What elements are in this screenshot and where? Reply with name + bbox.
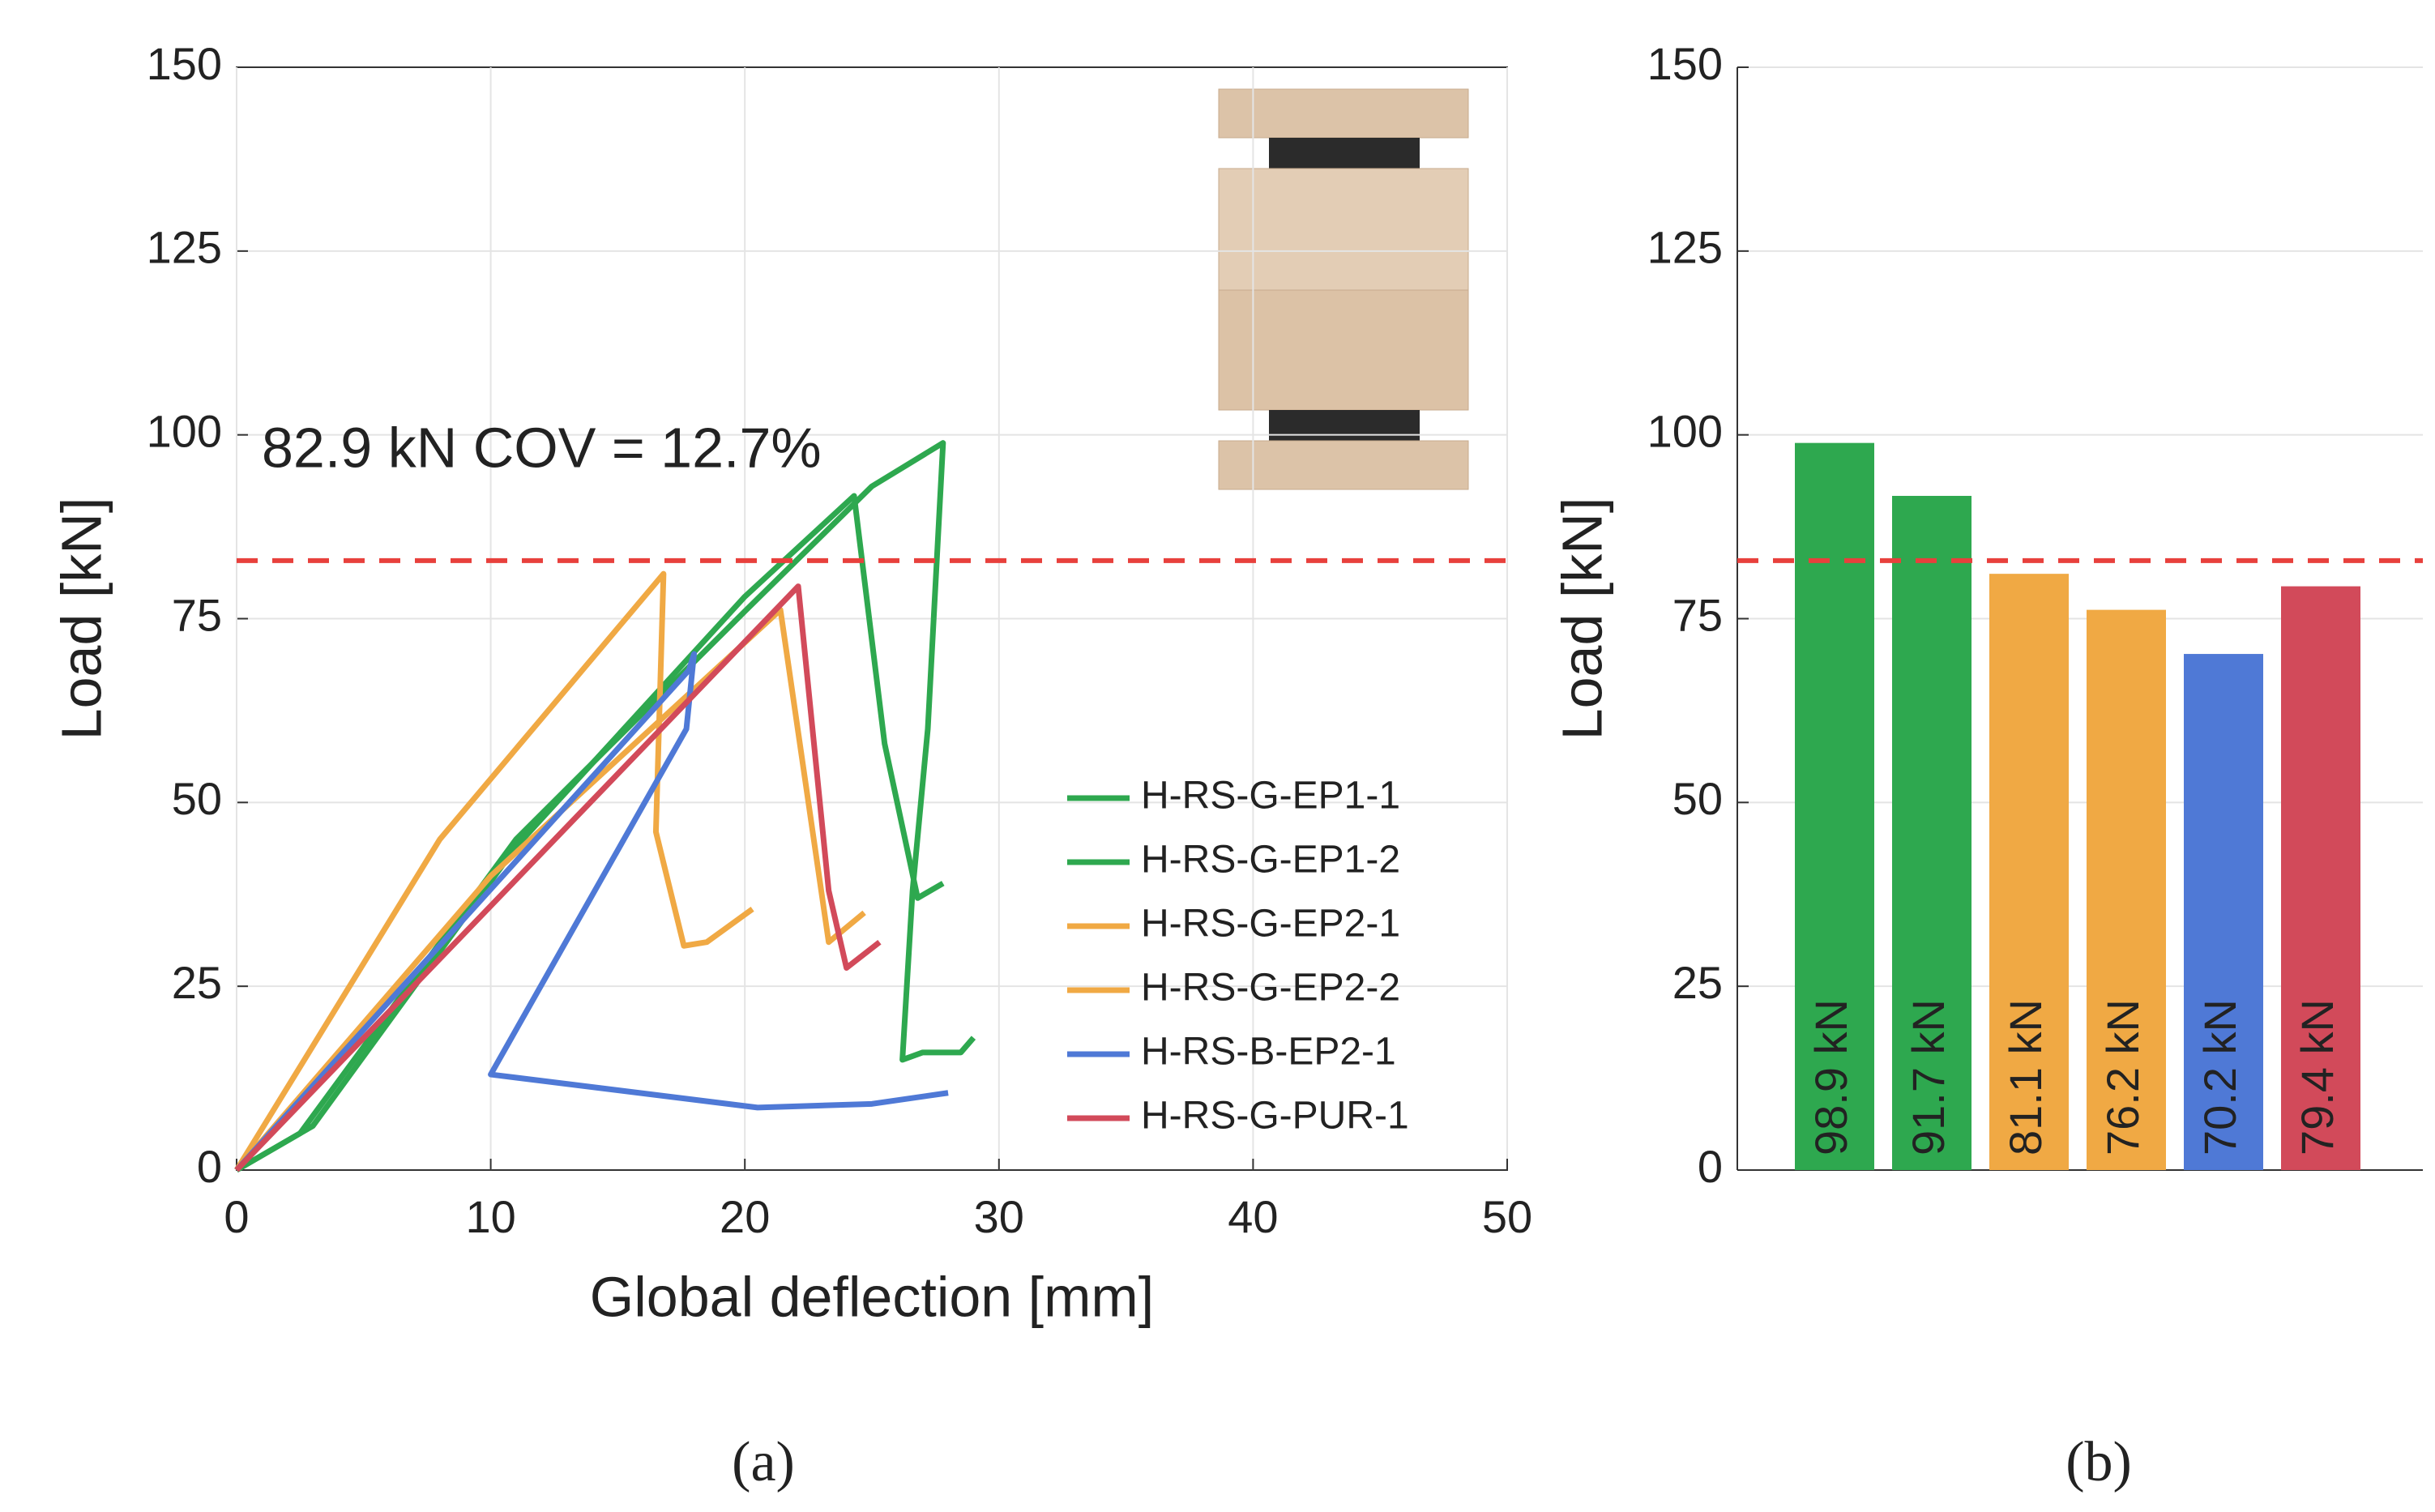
legend-label: H-RS-G-EP2-1 — [1141, 903, 1400, 946]
y-tick-label: 125 — [1647, 222, 1723, 273]
x-tick-label: 0 — [224, 1191, 249, 1242]
x-axis-label: Global deflection [mm] — [590, 1265, 1154, 1328]
y-tick-label: 75 — [1672, 589, 1723, 640]
panel-label: (b) — [2065, 1431, 2132, 1493]
y-tick-label: 150 — [1647, 38, 1723, 89]
data-line — [235, 493, 945, 1173]
y-tick-label: 75 — [172, 589, 222, 640]
specimen-inset — [1218, 88, 1469, 490]
data-line — [234, 570, 754, 1172]
data-line — [234, 607, 866, 1172]
value-label: 70.2 kN — [2194, 999, 2245, 1155]
panel-label: (a) — [732, 1431, 795, 1493]
bar — [1892, 495, 1971, 1170]
y-axis-label: Load [kN] — [1550, 498, 1613, 741]
y-tick-label: 125 — [147, 222, 222, 273]
value-label: 76.2 kN — [2097, 999, 2148, 1155]
x-tick-label: 40 — [1228, 1191, 1278, 1242]
bar — [2281, 586, 2360, 1170]
value-label: 98.9 kN — [1805, 999, 1856, 1155]
legend-label: H-RS-B-EP2-1 — [1141, 1031, 1396, 1074]
y-tick-label: 100 — [147, 405, 222, 456]
data-line — [234, 583, 882, 1172]
legend-label: H-RS-G-PUR-1 — [1141, 1095, 1409, 1138]
value-label: 79.4 kN — [2292, 999, 2343, 1155]
x-tick-label: 10 — [465, 1191, 515, 1242]
legend-label: H-RS-G-EP2-2 — [1141, 967, 1400, 1010]
bar — [2087, 609, 2166, 1170]
value-label: 91.7 kN — [1903, 999, 1954, 1155]
y-tick-label: 0 — [197, 1141, 222, 1192]
y-tick-label: 100 — [1647, 405, 1723, 456]
y-tick-label: 0 — [1698, 1141, 1723, 1192]
y-tick-label: 50 — [1672, 773, 1723, 824]
y-tick-label: 25 — [1672, 957, 1723, 1008]
bar — [1989, 574, 2069, 1170]
y-tick-label: 25 — [172, 957, 222, 1008]
x-tick-label: 50 — [1482, 1191, 1532, 1242]
y-axis-label: Load [kN] — [49, 498, 113, 741]
bar — [2184, 654, 2263, 1170]
legend-label: H-RS-G-EP1-1 — [1141, 775, 1400, 818]
x-tick-label: 30 — [974, 1191, 1024, 1242]
bar — [1795, 442, 1874, 1170]
x-tick-label: 20 — [720, 1191, 770, 1242]
data-line — [234, 651, 949, 1172]
legend-label: H-RS-G-EP1-2 — [1141, 839, 1400, 882]
value-label: 81.1 kN — [2000, 999, 2051, 1155]
annotation: 82.9 kN COV = 12.7% — [262, 416, 822, 479]
y-tick-label: 150 — [147, 38, 222, 89]
y-tick-label: 50 — [172, 773, 222, 824]
